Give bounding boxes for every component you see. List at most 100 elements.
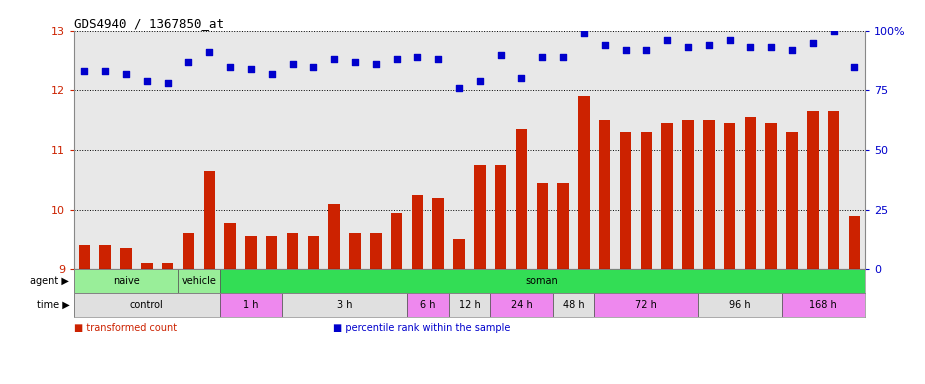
Point — [639, 47, 654, 53]
Point — [243, 66, 258, 72]
Point — [410, 54, 425, 60]
Bar — [490, 293, 553, 317]
Bar — [578, 96, 589, 269]
Point — [118, 71, 133, 77]
Bar — [287, 233, 298, 269]
Bar — [599, 120, 610, 269]
Bar — [641, 132, 652, 269]
Text: 48 h: 48 h — [562, 300, 585, 310]
Bar — [308, 237, 319, 269]
Bar — [786, 132, 797, 269]
Bar — [620, 132, 631, 269]
Bar — [453, 240, 464, 269]
Bar — [225, 223, 236, 269]
Bar — [594, 293, 698, 317]
Bar — [449, 293, 490, 317]
Bar — [683, 120, 694, 269]
Point — [348, 59, 363, 65]
Point — [77, 68, 92, 74]
Text: agent ▶: agent ▶ — [31, 276, 69, 286]
Bar — [536, 183, 548, 269]
Bar — [100, 245, 111, 269]
Bar — [120, 248, 131, 269]
Text: 24 h: 24 h — [511, 300, 533, 310]
Point — [265, 71, 279, 77]
Bar — [495, 165, 506, 269]
Point — [701, 42, 716, 48]
Point — [368, 61, 383, 67]
Point — [327, 56, 341, 63]
Bar — [766, 123, 777, 269]
Text: 3 h: 3 h — [337, 300, 352, 310]
Bar — [162, 263, 173, 269]
Bar — [782, 293, 865, 317]
Bar — [433, 198, 444, 269]
Text: 96 h: 96 h — [729, 300, 751, 310]
Bar — [661, 123, 672, 269]
Bar — [475, 165, 486, 269]
Text: ■ percentile rank within the sample: ■ percentile rank within the sample — [333, 323, 511, 333]
Point — [618, 47, 633, 53]
Text: ■ transformed count: ■ transformed count — [74, 323, 177, 333]
Point — [389, 56, 404, 63]
Text: 1 h: 1 h — [243, 300, 259, 310]
Point — [764, 44, 779, 50]
Bar — [220, 293, 282, 317]
Bar — [745, 117, 756, 269]
Bar — [142, 263, 153, 269]
Bar — [849, 215, 860, 269]
Point — [743, 44, 758, 50]
Bar — [558, 183, 569, 269]
Point — [160, 80, 175, 86]
Bar — [350, 233, 361, 269]
Bar — [553, 293, 594, 317]
Bar — [204, 171, 215, 269]
Point — [826, 28, 841, 34]
Text: 6 h: 6 h — [420, 300, 436, 310]
Bar — [370, 233, 381, 269]
Bar — [245, 237, 256, 269]
Point — [535, 54, 549, 60]
Point — [847, 63, 862, 70]
Point — [140, 78, 154, 84]
Point — [722, 37, 737, 43]
Bar — [412, 195, 423, 269]
Bar — [74, 269, 178, 293]
Point — [576, 30, 591, 36]
Bar — [79, 245, 90, 269]
Point — [223, 63, 238, 70]
Bar — [74, 293, 220, 317]
Point — [451, 85, 466, 91]
Bar — [516, 129, 527, 269]
Text: soman: soman — [526, 276, 559, 286]
Point — [556, 54, 571, 60]
Bar — [724, 123, 735, 269]
Point — [98, 68, 113, 74]
Text: naive: naive — [113, 276, 140, 286]
Bar — [391, 213, 402, 269]
Point — [473, 78, 487, 84]
Text: 168 h: 168 h — [809, 300, 837, 310]
Point — [660, 37, 674, 43]
Text: GDS4940 / 1367850_at: GDS4940 / 1367850_at — [74, 17, 224, 30]
Point — [493, 51, 508, 58]
Point — [784, 47, 799, 53]
Text: 72 h: 72 h — [635, 300, 658, 310]
Point — [681, 44, 696, 50]
Point — [285, 61, 300, 67]
Bar — [703, 120, 714, 269]
Point — [598, 42, 612, 48]
Bar — [698, 293, 782, 317]
Point — [202, 49, 216, 55]
Text: vehicle: vehicle — [181, 276, 216, 286]
Bar — [808, 111, 819, 269]
Bar — [407, 293, 449, 317]
Text: time ▶: time ▶ — [37, 300, 69, 310]
Bar — [266, 237, 278, 269]
Bar — [183, 233, 194, 269]
Bar — [328, 204, 339, 269]
Text: control: control — [130, 300, 164, 310]
Bar — [282, 293, 407, 317]
Point — [806, 40, 820, 46]
Point — [306, 63, 321, 70]
